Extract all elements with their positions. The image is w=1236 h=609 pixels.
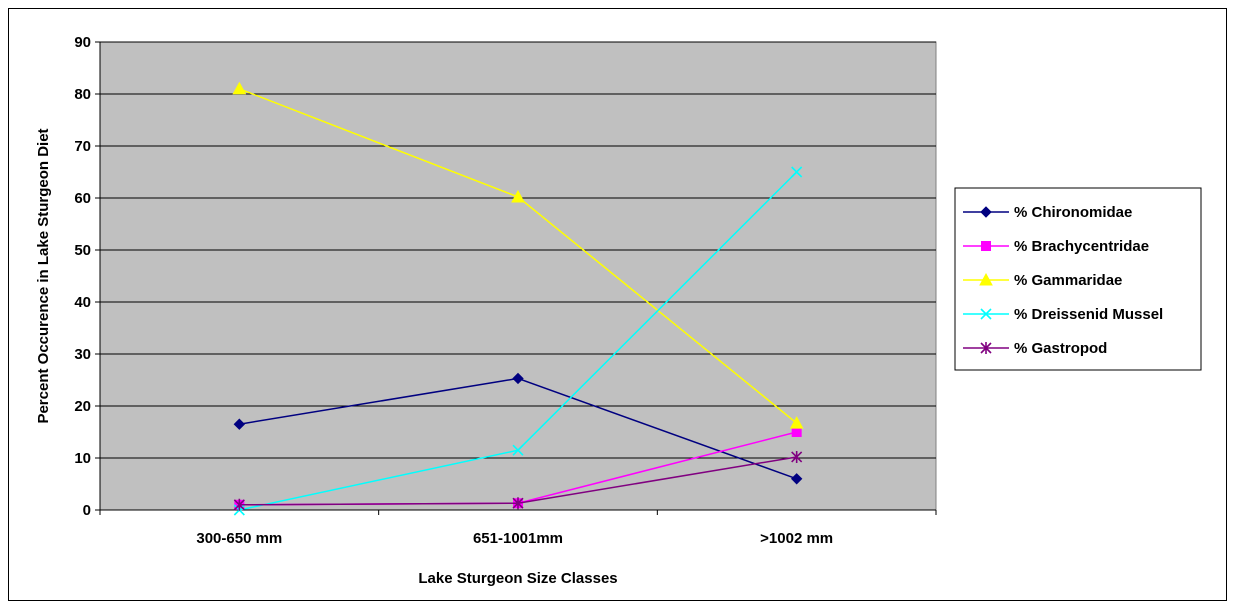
series-layer xyxy=(232,81,804,516)
legend-label: % Brachycentridae xyxy=(1014,238,1149,255)
x-tick-label: >1002 mm xyxy=(760,530,833,547)
data-point xyxy=(791,427,802,437)
legend-marker xyxy=(980,308,992,320)
legend-marker xyxy=(979,272,993,286)
legend: % Chironomidae % Brachycentridae % Gammari… xyxy=(954,187,1202,371)
data-point xyxy=(232,81,247,95)
y-tick-label: 30 xyxy=(74,346,91,363)
y-tick-label: 60 xyxy=(74,190,91,207)
data-point xyxy=(790,473,803,485)
legend-item: % Gastropod xyxy=(963,340,1107,357)
data-point xyxy=(791,166,803,178)
y-tick-label: 70 xyxy=(74,138,91,155)
x-axis-title: Lake Sturgeon Size Classes xyxy=(418,570,617,587)
data-point xyxy=(789,416,804,429)
y-tick-label: 50 xyxy=(74,242,91,259)
legend-label: % Gastropod xyxy=(1014,340,1107,357)
legend-label: % Chironomidae xyxy=(1014,204,1132,221)
series-0 xyxy=(233,372,803,485)
data-point xyxy=(233,418,246,430)
legend-item: % Brachycentridae xyxy=(963,238,1149,255)
y-tick-label: 0 xyxy=(83,502,91,519)
legend-item: % Gammaridae xyxy=(963,272,1122,289)
legend-box xyxy=(954,187,1202,371)
legend-item: % Dreissenid Mussel xyxy=(963,306,1163,323)
data-point xyxy=(233,498,245,511)
legend-marker xyxy=(981,241,991,251)
data-point xyxy=(512,444,524,456)
y-tick-label: 80 xyxy=(74,86,91,103)
legend-label: % Gammaridae xyxy=(1014,272,1122,289)
data-point xyxy=(511,189,525,203)
legend-marker xyxy=(980,206,992,218)
series-4 xyxy=(233,450,803,511)
plot-area xyxy=(99,41,937,511)
legend-label: % Dreissenid Mussel xyxy=(1014,306,1163,323)
y-axis-ticks: 0 10 20 30 40 50 60 70 80 90 xyxy=(74,34,100,519)
y-tick-label: 20 xyxy=(74,398,91,415)
y-tick-label: 90 xyxy=(74,34,91,51)
y-tick-label: 10 xyxy=(74,450,91,467)
x-tick-label: 300-650 mm xyxy=(196,530,282,547)
data-point xyxy=(512,372,524,385)
y-tick-label: 40 xyxy=(74,294,91,311)
legend-item: % Chironomidae xyxy=(963,204,1132,221)
x-axis-ticks: 300-650 mm 651-1001mm >1002 mm xyxy=(99,510,937,547)
legend-marker xyxy=(980,342,992,354)
series-2 xyxy=(232,81,804,429)
x-tick-label: 651-1001mm xyxy=(473,530,563,547)
y-axis-title: Percent Occurence in Lake Sturgeon Diet xyxy=(35,128,52,423)
data-point xyxy=(791,450,803,463)
data-point xyxy=(512,497,524,510)
